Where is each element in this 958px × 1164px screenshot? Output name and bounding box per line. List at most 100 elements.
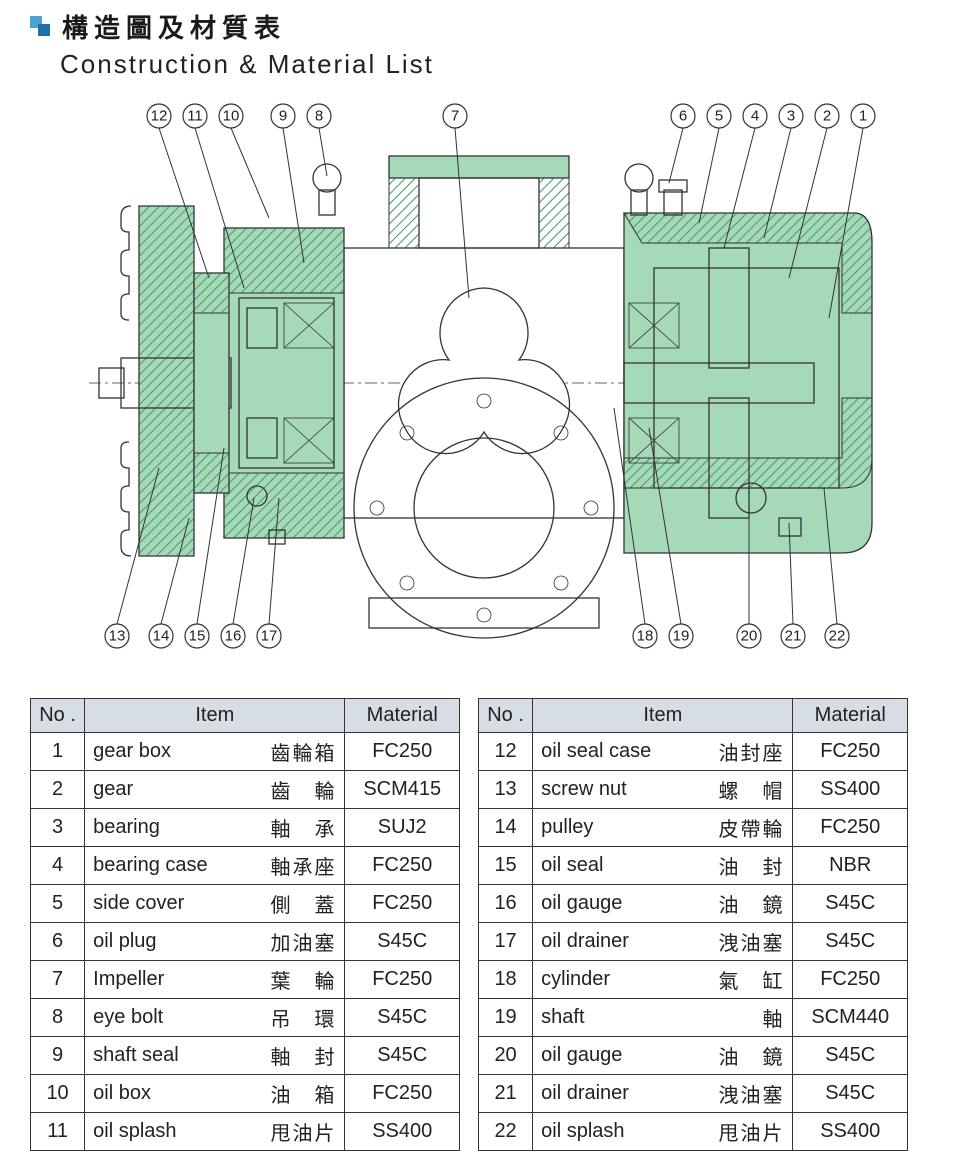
- cell-item: oil seal case油封座: [533, 733, 793, 771]
- callout-number: 3: [787, 108, 795, 125]
- cell-item: screw nut螺 帽: [533, 771, 793, 809]
- callout-number: 21: [785, 628, 802, 645]
- cell-item: oil splash甩油片: [533, 1113, 793, 1151]
- callout-number: 18: [637, 628, 654, 645]
- cell-material: S45C: [793, 1037, 908, 1075]
- table-row: 9shaft seal軸 封S45C: [31, 1037, 460, 1075]
- cell-item: oil drainer洩油塞: [533, 1075, 793, 1113]
- cell-no: 19: [479, 999, 533, 1037]
- cell-material: SCM440: [793, 999, 908, 1037]
- callout-number: 11: [187, 108, 203, 125]
- header-bullet-icon: [30, 16, 52, 38]
- material-table-left: No . Item Material 1gear box齒輪箱FC2502gea…: [30, 698, 460, 1151]
- cell-item: shaft軸: [533, 999, 793, 1037]
- material-table-right: No . Item Material 12oil seal case油封座FC2…: [478, 698, 908, 1151]
- cell-material: FC250: [345, 885, 460, 923]
- cell-material: FC250: [345, 1075, 460, 1113]
- construction-diagram: 12111098765432113141516171819202122: [69, 98, 889, 658]
- table-row: 16oil gauge油 鏡S45C: [479, 885, 908, 923]
- table-row: 22oil splash甩油片SS400: [479, 1113, 908, 1151]
- callout-number: 16: [225, 628, 242, 645]
- cell-no: 9: [31, 1037, 85, 1075]
- cell-no: 5: [31, 885, 85, 923]
- table-row: 11oil splash甩油片SS400: [31, 1113, 460, 1151]
- cell-no: 15: [479, 847, 533, 885]
- callout-number: 8: [315, 108, 323, 125]
- cell-item: gear齒 輪: [85, 771, 345, 809]
- cell-no: 10: [31, 1075, 85, 1113]
- col-material: Material: [345, 699, 460, 733]
- material-tables: No . Item Material 1gear box齒輪箱FC2502gea…: [30, 698, 928, 1151]
- cell-item: cylinder氣 缸: [533, 961, 793, 999]
- table-row: 14pulley皮帶輪FC250: [479, 809, 908, 847]
- cell-item: pulley皮帶輪: [533, 809, 793, 847]
- cell-material: FC250: [793, 809, 908, 847]
- table-row: 10oil box油 箱FC250: [31, 1075, 460, 1113]
- cell-material: SS400: [793, 1113, 908, 1151]
- cell-item: oil gauge油 鏡: [533, 1037, 793, 1075]
- callout-number: 5: [715, 108, 723, 125]
- cell-item: bearing軸 承: [85, 809, 345, 847]
- cell-material: S45C: [793, 923, 908, 961]
- table-row: 6oil plug加油塞S45C: [31, 923, 460, 961]
- callout-number: 14: [153, 628, 170, 645]
- cell-material: NBR: [793, 847, 908, 885]
- cell-no: 8: [31, 999, 85, 1037]
- table-row: 19shaft軸SCM440: [479, 999, 908, 1037]
- cell-no: 22: [479, 1113, 533, 1151]
- cell-item: oil seal油 封: [533, 847, 793, 885]
- table-row: 18cylinder氣 缸FC250: [479, 961, 908, 999]
- cell-item: eye bolt吊 環: [85, 999, 345, 1037]
- table-row: 4bearing case軸承座FC250: [31, 847, 460, 885]
- cell-item: oil plug加油塞: [85, 923, 345, 961]
- cell-material: FC250: [345, 847, 460, 885]
- callout-number: 17: [261, 628, 278, 645]
- callout-number: 13: [109, 628, 126, 645]
- callout-number: 9: [279, 108, 287, 125]
- cell-material: S45C: [345, 923, 460, 961]
- table-row: 2gear齒 輪SCM415: [31, 771, 460, 809]
- cell-no: 17: [479, 923, 533, 961]
- callout-number: 7: [451, 108, 459, 125]
- cell-item: oil splash甩油片: [85, 1113, 345, 1151]
- callout-number: 4: [751, 108, 759, 125]
- cell-material: SUJ2: [345, 809, 460, 847]
- table-row: 8eye bolt吊 環S45C: [31, 999, 460, 1037]
- callout-number: 10: [223, 108, 240, 125]
- cell-material: FC250: [793, 733, 908, 771]
- table-row: 1gear box齒輪箱FC250: [31, 733, 460, 771]
- col-material: Material: [793, 699, 908, 733]
- cell-no: 4: [31, 847, 85, 885]
- callout-number: 22: [829, 628, 846, 645]
- cell-item: oil gauge油 鏡: [533, 885, 793, 923]
- table-row: 15oil seal油 封NBR: [479, 847, 908, 885]
- cell-no: 1: [31, 733, 85, 771]
- table-row: 17oil drainer洩油塞S45C: [479, 923, 908, 961]
- cell-no: 16: [479, 885, 533, 923]
- callout-number: 20: [741, 628, 758, 645]
- table-row: 5side cover側 蓋FC250: [31, 885, 460, 923]
- cell-no: 3: [31, 809, 85, 847]
- impeller-shape: [398, 288, 569, 454]
- cell-item: oil box油 箱: [85, 1075, 345, 1113]
- cell-item: shaft seal軸 封: [85, 1037, 345, 1075]
- col-item: Item: [533, 699, 793, 733]
- cell-item: side cover側 蓋: [85, 885, 345, 923]
- cell-material: S45C: [345, 999, 460, 1037]
- callout-number: 15: [189, 628, 206, 645]
- cell-no: 14: [479, 809, 533, 847]
- cell-no: 12: [479, 733, 533, 771]
- cell-no: 2: [31, 771, 85, 809]
- table-row: 13screw nut螺 帽SS400: [479, 771, 908, 809]
- diagram-container: 12111098765432113141516171819202122: [30, 98, 928, 658]
- cell-material: SCM415: [345, 771, 460, 809]
- callout-number: 1: [859, 108, 867, 125]
- col-no: No .: [479, 699, 533, 733]
- col-item: Item: [85, 699, 345, 733]
- cell-material: FC250: [345, 733, 460, 771]
- callout-number: 12: [151, 108, 168, 125]
- cell-no: 7: [31, 961, 85, 999]
- cell-item: gear box齒輪箱: [85, 733, 345, 771]
- cell-no: 21: [479, 1075, 533, 1113]
- cell-no: 11: [31, 1113, 85, 1151]
